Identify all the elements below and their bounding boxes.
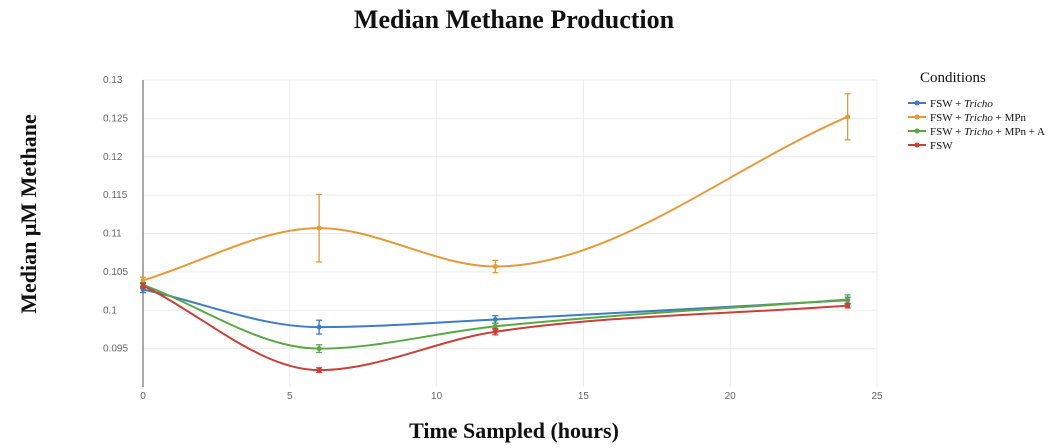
x-tick-label: 5 (287, 391, 293, 402)
legend-item: FSW + Tricho + MPn (908, 112, 1026, 124)
legend-item: FSW (908, 140, 953, 152)
legend-item: FSW + Tricho (908, 98, 993, 110)
data-point (492, 316, 498, 322)
y-tick-label: 0.115 (103, 190, 128, 201)
series-line (142, 283, 848, 350)
x-tick-label: 15 (578, 391, 590, 402)
series-group (140, 281, 851, 354)
data-point (140, 283, 146, 289)
legend[interactable]: Conditions FSW + Tricho FSW + Tricho + MP… (908, 70, 1045, 152)
axes: 0.095 0.1 0.105 0.11 0.115 0.12 0.125 0.13 0 5 10 1… (103, 75, 883, 402)
y-axis-title: Median μM Methane (16, 114, 41, 314)
legend-item: FSW + Tricho + MPn + A (908, 126, 1045, 138)
data-point (492, 264, 498, 270)
legend-label: FSW + Tricho + MPn (930, 112, 1026, 124)
y-tick-label: 0.105 (103, 267, 128, 278)
data-point (845, 114, 851, 120)
series-line (142, 284, 848, 372)
y-tick-label: 0.095 (103, 344, 128, 355)
series-layer (140, 93, 851, 374)
data-point (492, 329, 498, 335)
legend-swatch-marker (914, 142, 920, 148)
series-group (140, 282, 851, 374)
legend-swatch-marker (914, 114, 920, 120)
y-tick-label: 0.11 (103, 229, 122, 240)
legend-label: FSW + Tricho (930, 98, 993, 110)
series-line (142, 115, 849, 282)
data-point (316, 346, 322, 352)
x-tick-label: 25 (871, 391, 883, 402)
data-point (316, 225, 322, 231)
series-line (142, 288, 848, 329)
y-tick-label: 0.13 (103, 75, 123, 86)
data-point (140, 277, 146, 283)
legend-swatch-marker (914, 128, 920, 134)
data-point (316, 367, 322, 373)
x-tick-label: 20 (725, 391, 737, 402)
legend-swatch-marker (914, 100, 920, 106)
grid (143, 79, 878, 387)
y-tick-label: 0.12 (103, 152, 123, 163)
legend-title: Conditions (920, 70, 986, 86)
legend-label: FSW + Tricho + MPn + A (930, 126, 1045, 138)
data-point (492, 323, 498, 329)
legend-label: FSW (930, 140, 953, 152)
x-tick-label: 0 (140, 391, 146, 402)
data-point (845, 297, 851, 303)
data-point (316, 324, 322, 330)
chart-title: Median Methane Production (354, 5, 675, 34)
y-tick-label: 0.125 (103, 113, 128, 124)
x-axis-title: Time Sampled (hours) (409, 418, 619, 443)
data-point (845, 303, 851, 309)
y-tick-label: 0.1 (103, 305, 117, 316)
series-group (140, 93, 851, 285)
x-tick-label: 10 (431, 391, 443, 402)
